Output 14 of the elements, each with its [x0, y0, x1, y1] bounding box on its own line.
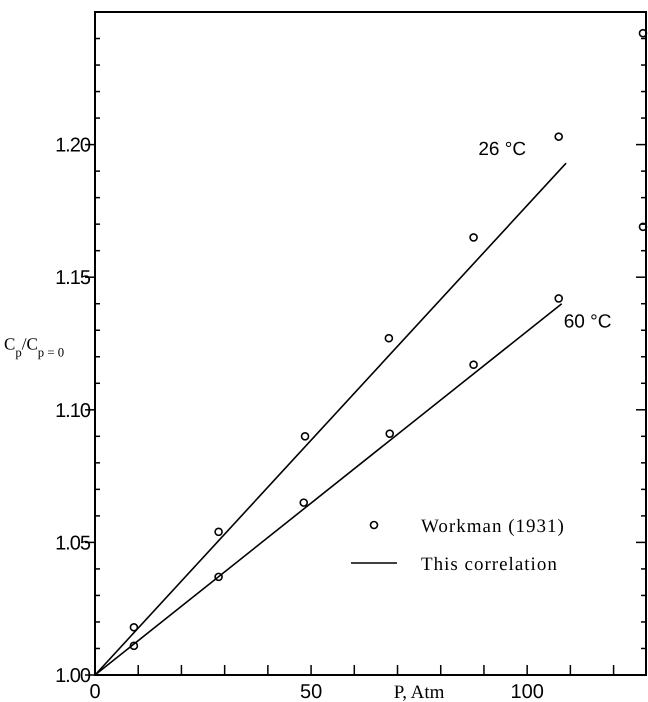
x-axis-title: P, Atm	[394, 682, 445, 702]
x-tick-label: 100	[510, 681, 544, 702]
y-tick-label: 1.00	[55, 665, 91, 687]
y-tick-label: 1.10	[55, 400, 91, 422]
y-axis-title: C$_{p}$/C$_{p = 0}$	[4, 334, 64, 360]
y-tick-label: 1.05	[55, 532, 91, 554]
y-tick-label: 1.20	[55, 134, 91, 157]
annotation: 60 °C	[564, 312, 612, 333]
y-tick-label: 1.15	[55, 267, 91, 290]
annotation: 26 °C	[478, 139, 526, 160]
x-tick-label: 50	[300, 681, 322, 702]
legend-label: Workman (1931)	[421, 516, 565, 537]
x-tick-label: 0	[89, 681, 101, 702]
legend-label: This correlation	[421, 554, 558, 575]
